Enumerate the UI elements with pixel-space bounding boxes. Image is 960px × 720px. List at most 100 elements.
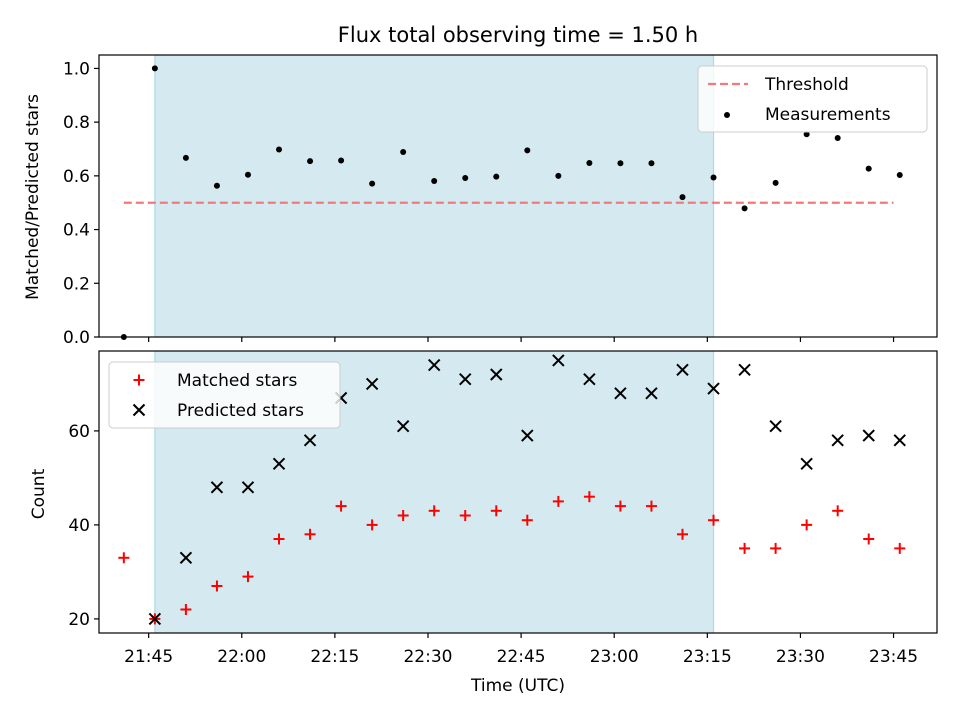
- measurements-point-10: [431, 177, 438, 184]
- bottom-panel: 20 40 60 21:45 22:00 22:15 22:30 22:45 23:00 23:1…: [68, 350, 938, 667]
- matched-stars-point-20: [739, 542, 751, 554]
- legend-measurements-swatch: [724, 112, 730, 118]
- measurements-point-19: [710, 174, 717, 181]
- legend-threshold-label: Threshold: [764, 75, 849, 95]
- matched-stars-point-3: [211, 580, 223, 592]
- matched-stars-point-10: [428, 505, 440, 517]
- matched-stars-point-12: [490, 505, 502, 517]
- legend-matched-swatch: [133, 374, 145, 386]
- top-y-tick-label: 0.4: [63, 221, 90, 241]
- top-panel: 0.0 0.2 0.4 0.6 0.8 1.0 Threshold Measurements: [63, 54, 938, 348]
- bottom-axes-frame: [98, 350, 938, 634]
- x-tick-label: 23:00: [590, 647, 639, 667]
- measurements-point-11: [462, 175, 469, 182]
- measurements-point-5: [276, 146, 283, 153]
- top-y-tick-label: 0.8: [63, 113, 90, 133]
- matched-stars-point-7: [335, 500, 347, 512]
- matched-stars-point-4: [242, 571, 254, 583]
- predicted-stars-point-2: [210, 481, 224, 494]
- top-legend-box: [697, 65, 928, 133]
- x-tick-label: 21:45: [124, 647, 173, 667]
- legend-measurements-label: Measurements: [765, 105, 891, 125]
- predicted-stars-point-5: [303, 434, 317, 447]
- top-legend: Threshold Measurements: [697, 65, 928, 133]
- bottom-y-tick-label: 40: [68, 516, 90, 536]
- matched-stars-point-5: [273, 533, 285, 545]
- predicted-stars-point-7: [365, 377, 379, 391]
- predicted-stars-point-13: [552, 354, 565, 367]
- x-tick-label: 22:30: [403, 647, 452, 667]
- bottom-legend: Matched stars Predicted stars: [108, 361, 341, 429]
- legend-predicted-swatch: [132, 403, 146, 417]
- top-y-tick-label: 0.6: [63, 167, 90, 187]
- predicted-stars-point-12: [521, 429, 534, 442]
- measurements-point-2: [182, 154, 189, 161]
- measurements-point-18: [679, 194, 686, 201]
- predicted-stars-point-8: [396, 419, 410, 433]
- bottom-y-axis-label: Count: [29, 468, 49, 519]
- predicted-stars-point-17: [676, 363, 689, 377]
- top-y-tick-label: 0.0: [63, 328, 90, 348]
- predicted-stars-point-11: [490, 368, 503, 381]
- matched-stars-point-16: [614, 500, 626, 512]
- predicted-stars-point-15: [614, 387, 627, 400]
- matched-stars-point-14: [552, 495, 564, 507]
- matched-stars-point-24: [863, 533, 875, 545]
- predicted-stars-point-3: [241, 481, 255, 494]
- measurements-point-6: [307, 158, 314, 165]
- measurements-point-22: [803, 131, 810, 138]
- measurements-point-15: [586, 159, 593, 166]
- measurements-point-17: [648, 160, 655, 167]
- predicted-stars-point-22: [831, 434, 844, 447]
- matched-stars-point-15: [583, 491, 595, 503]
- measurements-point-8: [369, 180, 376, 187]
- matched-stars-point-19: [708, 514, 720, 526]
- matched-stars-point-17: [645, 500, 657, 512]
- predicted-stars-point-16: [645, 387, 658, 400]
- measurements-point-3: [213, 182, 220, 189]
- measurements-point-13: [524, 147, 531, 154]
- predicted-stars-point-0: [148, 612, 162, 626]
- matched-stars-point-21: [770, 542, 782, 554]
- measurements-point-7: [338, 157, 345, 164]
- measurements-point-16: [617, 160, 624, 167]
- measurements-point-20: [741, 205, 748, 212]
- measurements-point-14: [555, 172, 562, 179]
- measurements-point-24: [865, 165, 872, 172]
- matched-stars-point-2: [180, 604, 192, 615]
- predicted-stars-point-24: [893, 434, 906, 447]
- x-tick-label: 23:45: [869, 647, 918, 667]
- predicted-stars-point-23: [862, 429, 875, 442]
- bottom-y-tick-label: 60: [68, 422, 90, 442]
- predicted-stars-point-20: [769, 419, 782, 433]
- x-tick-label: 23:30: [776, 647, 825, 667]
- top-y-tick-label: 0.2: [63, 274, 90, 294]
- x-tick-label: 23:15: [683, 647, 732, 667]
- x-tick-label: 22:15: [310, 647, 359, 667]
- bottom-y-tick-label: 20: [68, 610, 90, 630]
- matched-stars-point-22: [801, 519, 813, 531]
- matched-stars-point-11: [459, 510, 471, 521]
- measurements-point-12: [493, 173, 500, 180]
- predicted-stars-point-4: [272, 457, 286, 471]
- bottom-legend-box: [108, 361, 341, 429]
- measurements-point-1: [151, 65, 158, 72]
- matched-stars-point-25: [894, 542, 906, 554]
- predicted-stars-point-1: [179, 551, 193, 565]
- predicted-stars-point-19: [738, 363, 751, 377]
- matched-stars-point-8: [366, 519, 378, 531]
- predicted-stars-point-14: [583, 372, 596, 386]
- legend-matched-label: Matched stars: [177, 371, 297, 391]
- top-observing-window: [154, 55, 714, 337]
- predicted-stars-point-21: [800, 457, 813, 471]
- matched-stars-point-0: [118, 552, 130, 564]
- chart-title: Flux total observing time = 1.50 h: [338, 23, 698, 47]
- predicted-stars-point-10: [459, 372, 472, 386]
- measurements-point-25: [896, 172, 903, 179]
- predicted-stars-point-9: [427, 358, 441, 372]
- legend-predicted-label: Predicted stars: [177, 401, 304, 421]
- x-tick-label: 22:45: [497, 647, 546, 667]
- predicted-stars-point-18: [707, 382, 720, 395]
- x-tick-label: 22:00: [217, 647, 266, 667]
